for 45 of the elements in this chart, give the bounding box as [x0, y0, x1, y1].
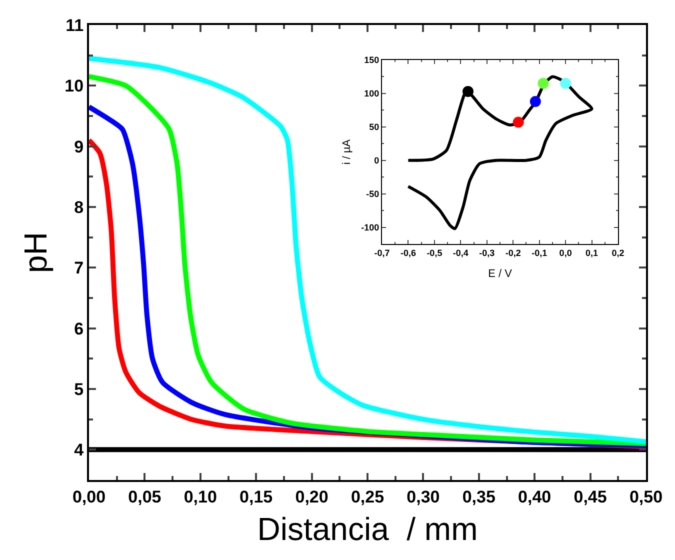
x-tick-label: 0,25	[350, 487, 384, 506]
x-axis-title: E / V	[488, 268, 513, 280]
x-tick-label: 0,2	[612, 248, 624, 258]
y-axis-title: i / µA	[340, 138, 353, 165]
x-tick-label: 0,10	[184, 487, 217, 506]
x-tick-label: 0,1	[586, 248, 598, 258]
y-tick-label: 8	[74, 198, 84, 217]
y-tick-label: 10	[64, 76, 84, 96]
x-tick-label: -0,1	[532, 248, 548, 258]
y-tick-label: 0	[374, 156, 380, 166]
y-tick-label: 5	[74, 380, 84, 399]
line-series	[406, 75, 594, 230]
x-tick-label: 0,45	[574, 487, 607, 506]
y-tick-label: 100	[364, 88, 380, 99]
x-tick-label: 0,0	[559, 248, 572, 258]
x-tick-label: -0,4	[452, 248, 468, 258]
point	[538, 78, 549, 89]
x-tick-label: -0,2	[505, 248, 521, 258]
y-tick-label: 4	[74, 440, 84, 460]
x-tick-label: 0,05	[128, 487, 162, 506]
x-tick-label: 0,00	[72, 487, 106, 506]
point	[530, 96, 541, 107]
y-axis-title: pH	[17, 232, 54, 273]
x-tick-label: -0,6	[400, 248, 416, 258]
point	[462, 86, 474, 97]
y-tick-label: -50	[366, 188, 380, 199]
x-tick-label: 0,40	[518, 487, 552, 506]
y-tick-label: 50	[369, 122, 380, 132]
y-tick-label: 7	[74, 258, 84, 278]
x-tick-label: 0,50	[629, 487, 663, 506]
x-tick-label: 0,15	[240, 487, 273, 506]
y-tick-label: 150	[364, 55, 380, 66]
x-tick-label: -0,5	[426, 248, 442, 258]
x-tick-label: 0,35	[462, 487, 496, 506]
y-tick-label: -100	[361, 222, 380, 232]
y-tick-label: 9	[74, 137, 84, 156]
x-axis-title: Distancia / mm	[257, 510, 478, 547]
y-tick-label: 11	[66, 16, 84, 35]
point	[512, 116, 524, 128]
x-tick-label: -0,7	[374, 248, 390, 258]
y-tick-label: 6	[74, 319, 84, 338]
x-tick-label: 0,30	[406, 487, 440, 506]
x-tick-label: 0,20	[295, 487, 328, 506]
point	[560, 78, 572, 89]
x-tick-label: -0,3	[479, 248, 495, 258]
